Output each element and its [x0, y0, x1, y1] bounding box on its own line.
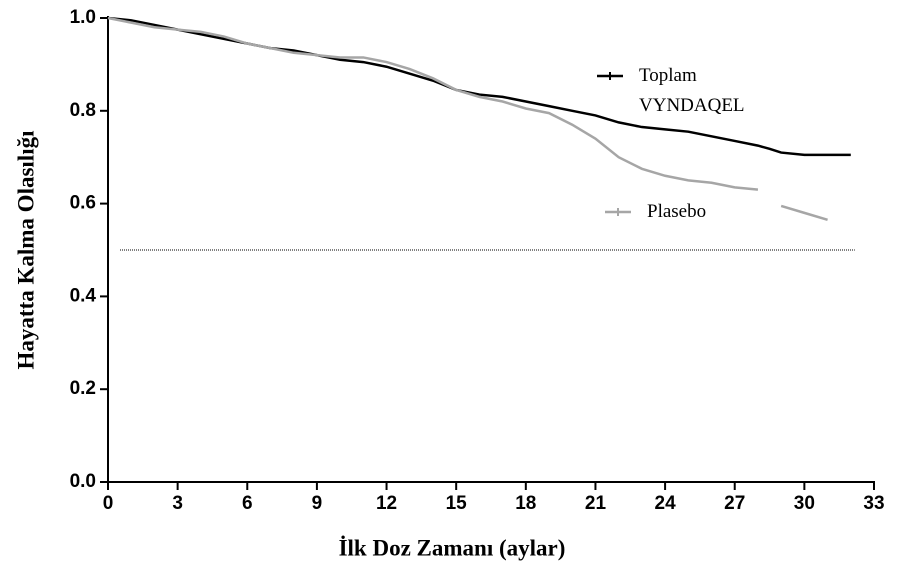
- y-tick-label: 0.0: [70, 471, 96, 492]
- x-tick-label: 33: [863, 493, 884, 514]
- x-tick-label: 3: [172, 493, 183, 514]
- legend-label: Toplam VYNDAQEL: [639, 65, 745, 116]
- legend-label: Plasebo: [647, 201, 707, 222]
- y-tick-label: 0.2: [70, 378, 96, 399]
- y-tick-label: 0.4: [70, 285, 97, 306]
- x-tick-label: 30: [794, 493, 815, 514]
- y-axis-label: Hayatta Kalma Olasılığı: [13, 130, 38, 370]
- y-tick-label: 1.0: [70, 7, 96, 28]
- x-tick-label: 21: [585, 493, 607, 514]
- x-tick-label: 27: [724, 493, 745, 514]
- y-tick-label: 0.6: [70, 193, 96, 214]
- x-tick-label: 12: [376, 493, 397, 514]
- x-tick-label: 24: [655, 493, 677, 514]
- x-tick-label: 15: [446, 493, 468, 514]
- x-axis-label: İlk Doz Zamanı (aylar): [339, 535, 566, 560]
- x-tick-label: 0: [103, 493, 114, 514]
- x-tick-label: 9: [312, 493, 323, 514]
- survival-line: [107, 16, 828, 222]
- x-tick-label: 6: [242, 493, 253, 514]
- x-tick-label: 18: [515, 493, 536, 514]
- y-tick-label: 0.8: [70, 100, 96, 121]
